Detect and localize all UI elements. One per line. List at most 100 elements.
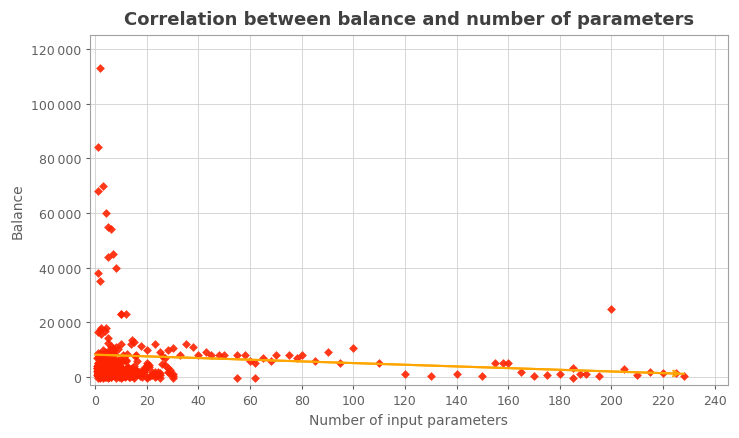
Point bbox=[515, 368, 527, 375]
Point bbox=[133, 369, 145, 376]
Point bbox=[115, 341, 126, 348]
Point bbox=[92, 373, 104, 380]
Point bbox=[108, 351, 120, 358]
Point bbox=[126, 371, 137, 378]
Point bbox=[120, 373, 132, 380]
Point bbox=[102, 371, 114, 378]
Point bbox=[92, 366, 104, 373]
Point bbox=[92, 362, 104, 369]
Point bbox=[110, 372, 122, 379]
Point bbox=[92, 367, 103, 374]
Point bbox=[101, 373, 112, 380]
Point bbox=[95, 368, 106, 375]
Point bbox=[107, 355, 119, 362]
Point bbox=[105, 370, 117, 377]
Point bbox=[101, 369, 113, 376]
Point bbox=[94, 355, 106, 362]
Point bbox=[109, 371, 121, 378]
Point bbox=[477, 372, 488, 379]
Point bbox=[120, 364, 132, 371]
Point bbox=[92, 364, 104, 371]
Point bbox=[104, 365, 116, 372]
Point bbox=[141, 374, 153, 381]
Point bbox=[120, 374, 132, 381]
Point bbox=[112, 369, 124, 376]
Point bbox=[116, 369, 128, 376]
Point bbox=[99, 366, 111, 373]
Point bbox=[94, 369, 106, 376]
Point bbox=[657, 370, 669, 377]
Point bbox=[162, 364, 174, 371]
X-axis label: Number of input parameters: Number of input parameters bbox=[310, 413, 508, 427]
Point bbox=[94, 369, 106, 376]
Point bbox=[116, 358, 128, 365]
Point bbox=[103, 353, 115, 360]
Point bbox=[131, 358, 143, 365]
Point bbox=[115, 374, 127, 381]
Point bbox=[123, 373, 135, 380]
Point bbox=[94, 361, 106, 368]
Point bbox=[115, 371, 127, 378]
Point bbox=[100, 358, 112, 365]
Point bbox=[92, 364, 103, 371]
Point bbox=[95, 65, 106, 72]
Point bbox=[605, 306, 617, 313]
Point bbox=[111, 366, 123, 373]
Point bbox=[128, 374, 140, 381]
Point bbox=[105, 348, 117, 355]
Point bbox=[102, 364, 114, 371]
Point bbox=[593, 372, 605, 379]
Point bbox=[92, 368, 104, 375]
Point bbox=[94, 372, 106, 379]
Point bbox=[135, 343, 147, 350]
Point bbox=[94, 362, 106, 369]
Point bbox=[670, 370, 682, 377]
Point bbox=[106, 374, 118, 381]
Point bbox=[97, 346, 109, 353]
Point bbox=[136, 368, 148, 375]
Point bbox=[97, 374, 109, 381]
Point bbox=[92, 368, 103, 375]
Point bbox=[115, 372, 126, 379]
Point bbox=[100, 372, 112, 379]
Point bbox=[97, 368, 109, 375]
Point bbox=[122, 365, 134, 372]
Point bbox=[118, 370, 129, 377]
Point bbox=[103, 373, 115, 380]
Point bbox=[118, 373, 129, 380]
Point bbox=[103, 368, 115, 375]
Point bbox=[92, 371, 104, 378]
Point bbox=[98, 372, 109, 379]
Point bbox=[102, 224, 114, 231]
Point bbox=[95, 278, 106, 285]
Point bbox=[128, 363, 140, 370]
Point bbox=[347, 345, 359, 352]
Point bbox=[103, 371, 115, 378]
Point bbox=[131, 352, 143, 359]
Point bbox=[115, 311, 127, 318]
Point bbox=[160, 355, 171, 362]
Point bbox=[97, 359, 109, 366]
Point bbox=[112, 357, 124, 364]
Point bbox=[118, 368, 130, 375]
Point bbox=[94, 365, 106, 372]
Point bbox=[120, 311, 132, 318]
Point bbox=[98, 355, 109, 362]
Point bbox=[115, 311, 127, 318]
Point bbox=[249, 360, 261, 367]
Point bbox=[141, 375, 153, 382]
Point bbox=[151, 373, 163, 380]
Point bbox=[309, 357, 321, 364]
Point bbox=[100, 373, 112, 380]
Point bbox=[96, 372, 108, 379]
Point bbox=[92, 270, 103, 277]
Point bbox=[451, 371, 463, 378]
Point bbox=[270, 352, 282, 359]
Point bbox=[98, 356, 109, 363]
Point bbox=[94, 327, 106, 334]
Point bbox=[112, 345, 124, 352]
Point bbox=[95, 365, 107, 372]
Point bbox=[99, 348, 111, 355]
Point bbox=[129, 353, 140, 360]
Point bbox=[141, 346, 153, 353]
